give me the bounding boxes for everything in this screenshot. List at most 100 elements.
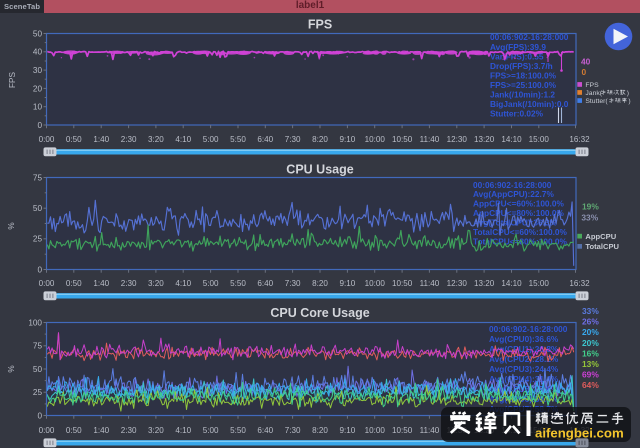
svg-text:0:00: 0:00 bbox=[39, 135, 55, 144]
svg-text:Avg(CPU5):27.6%: Avg(CPU5):27.6% bbox=[489, 384, 559, 394]
svg-text:8:20: 8:20 bbox=[312, 426, 328, 435]
svg-text:%: % bbox=[7, 222, 16, 229]
svg-text:Drop(FPS):3.7/h: Drop(FPS):3.7/h bbox=[490, 61, 553, 71]
svg-text:0: 0 bbox=[37, 265, 42, 274]
svg-text:00:06:902-16:28:000: 00:06:902-16:28:000 bbox=[490, 32, 569, 42]
svg-text:8:20: 8:20 bbox=[312, 135, 328, 144]
svg-text:75: 75 bbox=[33, 342, 43, 351]
svg-text:13%: 13% bbox=[582, 359, 599, 369]
svg-text:0:50: 0:50 bbox=[66, 135, 82, 144]
svg-text:2:30: 2:30 bbox=[121, 426, 137, 435]
svg-text:BigJank(/10min):0.0: BigJank(/10min):0.0 bbox=[490, 99, 569, 109]
svg-text:40: 40 bbox=[33, 48, 43, 57]
svg-text:10:00: 10:00 bbox=[365, 135, 386, 144]
svg-text:4:10: 4:10 bbox=[175, 279, 191, 288]
svg-text:16%: 16% bbox=[582, 348, 599, 358]
svg-text:7:30: 7:30 bbox=[285, 135, 301, 144]
svg-text:Avg(FPS):39.9: Avg(FPS):39.9 bbox=[490, 42, 546, 52]
svg-text:19%: 19% bbox=[582, 202, 599, 212]
svg-text:AppCPU<=60%:100.0%: AppCPU<=60%:100.0% bbox=[473, 199, 564, 209]
svg-text:4:10: 4:10 bbox=[175, 135, 191, 144]
svg-text:26%: 26% bbox=[582, 317, 599, 327]
svg-text:9:10: 9:10 bbox=[340, 135, 356, 144]
svg-text:00:06:902-16:28:000: 00:06:902-16:28:000 bbox=[489, 324, 568, 334]
svg-text:FPS>=18:100.0%: FPS>=18:100.0% bbox=[490, 70, 557, 80]
svg-text:10:00: 10:00 bbox=[365, 426, 386, 435]
svg-text:00:06:902-16:28:000: 00:06:902-16:28:000 bbox=[473, 180, 552, 190]
svg-text:0:00: 0:00 bbox=[39, 279, 55, 288]
svg-text:0:50: 0:50 bbox=[66, 426, 82, 435]
svg-text:Var(FPS):0.55: Var(FPS):0.55 bbox=[490, 51, 544, 61]
svg-text:FPS: FPS bbox=[585, 82, 599, 89]
svg-text:CPU Usage: CPU Usage bbox=[286, 163, 353, 177]
svg-text:40: 40 bbox=[581, 57, 591, 67]
svg-text:20: 20 bbox=[33, 84, 43, 93]
svg-text:5:00: 5:00 bbox=[203, 135, 219, 144]
svg-text:Avg(CPU1):26.8%: Avg(CPU1):26.8% bbox=[489, 344, 559, 354]
svg-text:6:40: 6:40 bbox=[257, 135, 273, 144]
svg-text:30: 30 bbox=[33, 66, 43, 75]
svg-text:4:10: 4:10 bbox=[175, 426, 191, 435]
svg-text:20%: 20% bbox=[582, 338, 599, 348]
svg-text:50: 50 bbox=[33, 29, 43, 38]
svg-text:Avg(CPU4):31.4%: Avg(CPU4):31.4% bbox=[489, 374, 559, 384]
svg-text:Avg(AppCPU):22.7%: Avg(AppCPU):22.7% bbox=[473, 189, 554, 199]
svg-text:33%: 33% bbox=[581, 213, 598, 223]
svg-text:): ) bbox=[628, 98, 630, 105]
svg-text:0: 0 bbox=[37, 411, 42, 420]
svg-text:2:30: 2:30 bbox=[121, 279, 137, 288]
svg-text:5:00: 5:00 bbox=[203, 279, 219, 288]
svg-text:10:50: 10:50 bbox=[392, 426, 413, 435]
svg-text:69%: 69% bbox=[582, 370, 599, 380]
svg-text:12:30: 12:30 bbox=[447, 135, 468, 144]
svg-text:15:00: 15:00 bbox=[529, 135, 550, 144]
svg-text:25: 25 bbox=[33, 235, 43, 244]
svg-text:1:40: 1:40 bbox=[93, 135, 109, 144]
svg-text:11:40: 11:40 bbox=[420, 279, 440, 288]
svg-text:50: 50 bbox=[33, 365, 43, 374]
svg-text:TotalCPU<=60%:100.0%: TotalCPU<=60%:100.0% bbox=[473, 227, 568, 237]
svg-text:64%: 64% bbox=[582, 380, 599, 390]
svg-text:0:00: 0:00 bbox=[39, 426, 55, 435]
svg-text:33%: 33% bbox=[582, 306, 599, 316]
svg-text:11:40: 11:40 bbox=[420, 426, 440, 435]
svg-text:20%: 20% bbox=[582, 327, 599, 337]
svg-text:9:10: 9:10 bbox=[340, 426, 356, 435]
svg-text:aifengbei.com: aifengbei.com bbox=[535, 426, 624, 441]
svg-text:1:40: 1:40 bbox=[93, 426, 109, 435]
svg-text:0:50: 0:50 bbox=[66, 279, 82, 288]
svg-text:5:00: 5:00 bbox=[203, 426, 219, 435]
svg-text:3:20: 3:20 bbox=[148, 135, 164, 144]
svg-text:3:20: 3:20 bbox=[148, 426, 164, 435]
svg-text:Avg(CPU0):36.6%: Avg(CPU0):36.6% bbox=[489, 334, 559, 344]
svg-text:13:20: 13:20 bbox=[474, 135, 495, 144]
svg-text:FPS: FPS bbox=[8, 72, 17, 88]
svg-text:15:00: 15:00 bbox=[529, 279, 550, 288]
svg-text:7:30: 7:30 bbox=[285, 426, 301, 435]
svg-text:Jank(/10min):1.2: Jank(/10min):1.2 bbox=[490, 90, 555, 100]
svg-text:10:50: 10:50 bbox=[392, 279, 413, 288]
svg-text:%: % bbox=[7, 365, 16, 372]
svg-text:Stutter:0.02%: Stutter:0.02% bbox=[490, 109, 544, 119]
svg-text:9:10: 9:10 bbox=[340, 279, 356, 288]
svg-text:CPU Core Usage: CPU Core Usage bbox=[270, 306, 369, 320]
svg-text:6:40: 6:40 bbox=[257, 426, 273, 435]
svg-text:): ) bbox=[627, 90, 629, 97]
svg-text:16:32: 16:32 bbox=[569, 279, 590, 288]
svg-text:10:00: 10:00 bbox=[365, 279, 386, 288]
svg-text:50: 50 bbox=[33, 204, 43, 213]
svg-text:25: 25 bbox=[33, 388, 43, 397]
svg-text:FPS: FPS bbox=[308, 18, 332, 32]
svg-text:Avg(CPU3):24.4%: Avg(CPU3):24.4% bbox=[489, 364, 559, 374]
svg-text:14:10: 14:10 bbox=[501, 135, 522, 144]
svg-text:14:10: 14:10 bbox=[501, 279, 522, 288]
svg-text:75: 75 bbox=[33, 173, 43, 182]
svg-text:5:50: 5:50 bbox=[230, 135, 246, 144]
svg-text:5:50: 5:50 bbox=[230, 279, 246, 288]
svg-text:10:50: 10:50 bbox=[392, 135, 413, 144]
svg-text:5:50: 5:50 bbox=[230, 426, 246, 435]
svg-text:TotalCPU: TotalCPU bbox=[585, 242, 619, 251]
svg-text:11:40: 11:40 bbox=[420, 135, 440, 144]
svg-text:12:30: 12:30 bbox=[447, 279, 468, 288]
svg-text:2:30: 2:30 bbox=[121, 135, 137, 144]
